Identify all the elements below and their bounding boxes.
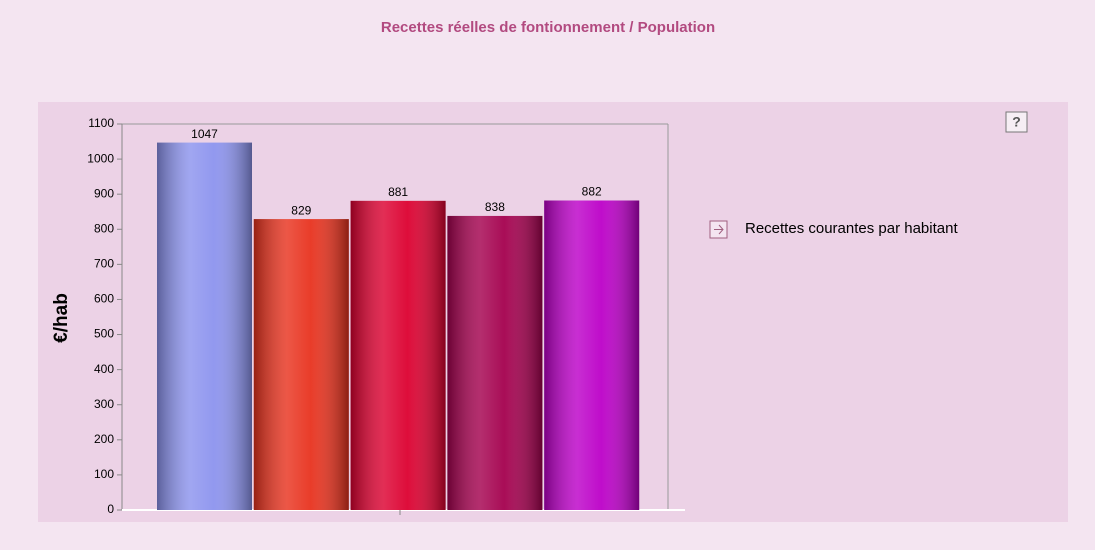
- chart-title: Recettes réelles de fontionnement / Popu…: [381, 19, 715, 36]
- y-tick-label: 1000: [87, 151, 114, 165]
- y-tick-label: 0: [107, 502, 114, 516]
- y-tick-label: 700: [94, 257, 114, 271]
- y-axis-label: €/hab: [51, 293, 72, 343]
- bar-shade: [447, 215, 543, 511]
- value-label: 1047: [191, 127, 218, 141]
- value-label: 829: [291, 203, 311, 217]
- y-tick-label: 100: [94, 467, 114, 481]
- bar-shade: [350, 200, 446, 510]
- help-button[interactable]: [1005, 111, 1028, 133]
- bar-shade: [544, 200, 640, 511]
- bar-shade: [253, 219, 349, 510]
- y-tick-label: 600: [94, 292, 114, 306]
- value-label: 881: [388, 185, 408, 199]
- y-tick-label: 300: [94, 397, 114, 411]
- value-label: 882: [582, 185, 602, 199]
- value-label: 838: [485, 200, 505, 214]
- y-tick-label: 500: [94, 327, 114, 341]
- help-label[interactable]: ?: [1012, 114, 1021, 130]
- y-tick-label: 200: [94, 432, 114, 446]
- bar-shade: [157, 142, 252, 510]
- y-tick-label: 900: [94, 186, 114, 200]
- y-tick-label: 400: [94, 362, 114, 376]
- legend[interactable]: Recettes courantes par habitant: [709, 220, 958, 239]
- legend-arrow: [714, 224, 724, 235]
- y-tick-label: 1100: [88, 116, 114, 130]
- y-tick-label: 800: [94, 221, 114, 235]
- legend-label[interactable]: Recettes courantes par habitant: [745, 220, 958, 237]
